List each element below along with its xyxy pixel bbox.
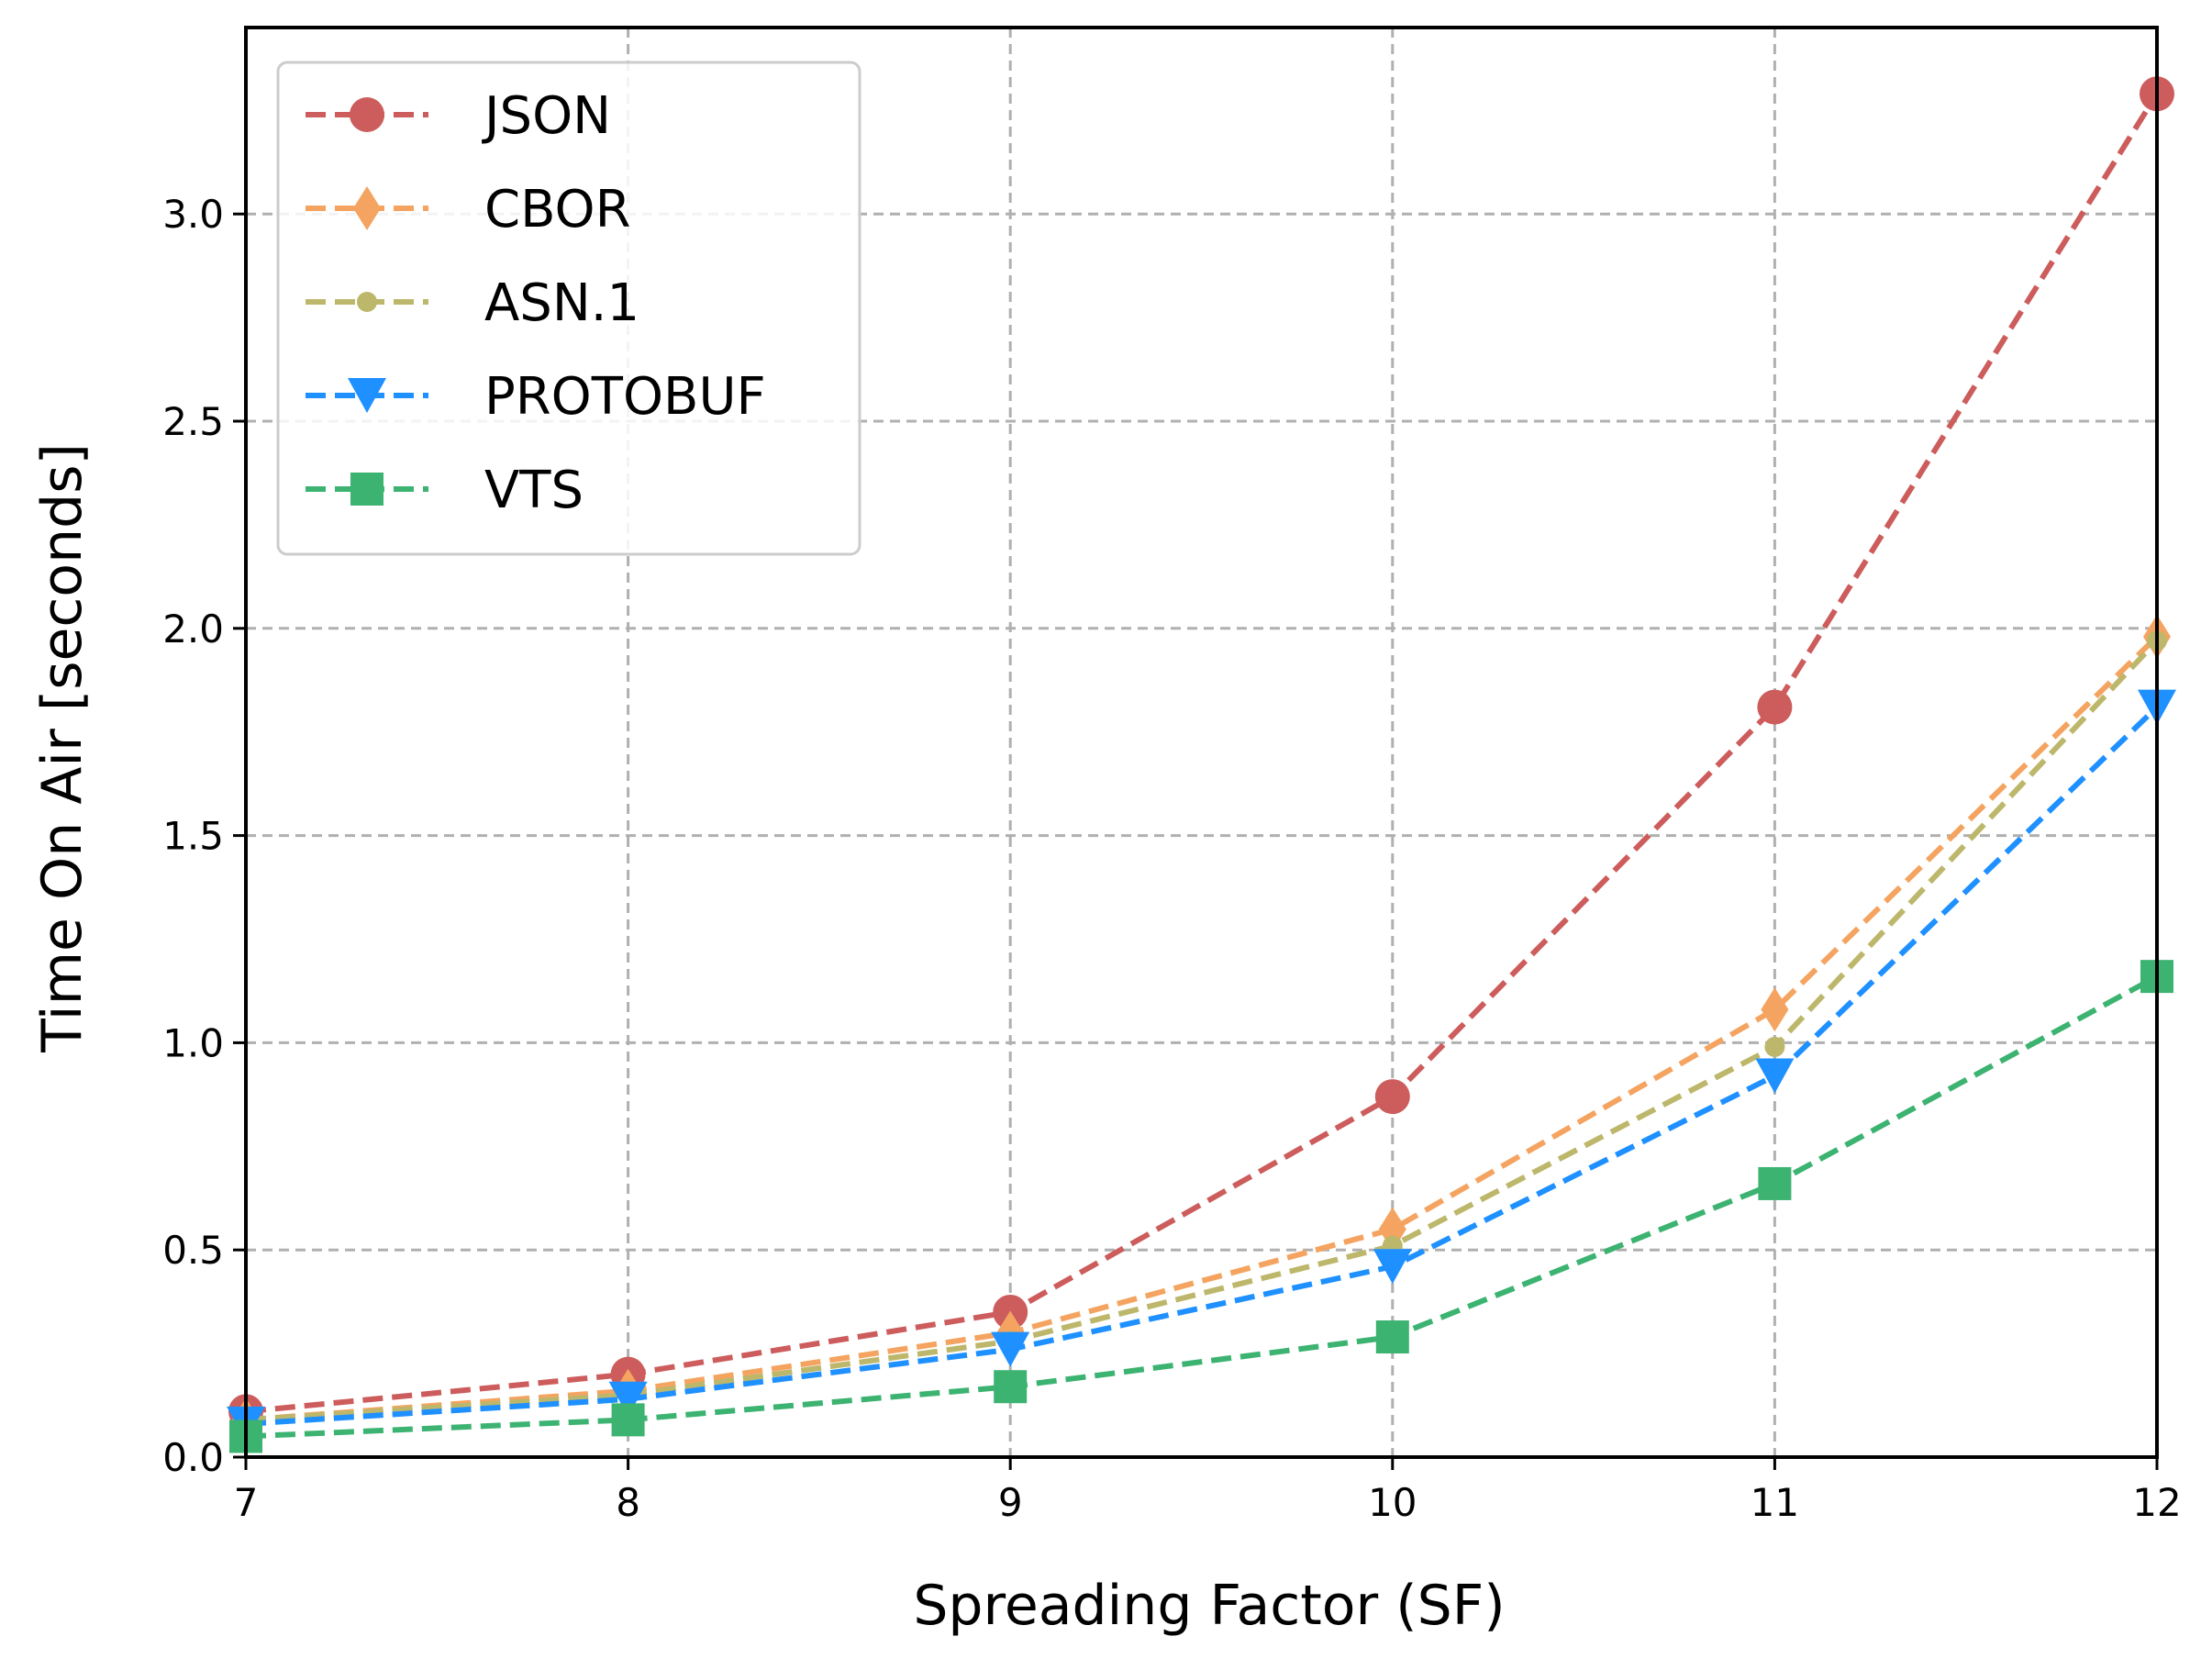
legend-box xyxy=(276,61,861,556)
x-tick-label: 9 xyxy=(998,1480,1023,1525)
legend-entry: JSON xyxy=(306,86,611,146)
legend-label: VTS xyxy=(484,461,584,520)
series-vts xyxy=(229,960,2173,1453)
legend-entry: PROTOBUF xyxy=(306,367,766,427)
series-line xyxy=(245,705,2160,1427)
legend-marker xyxy=(357,292,377,312)
y-tick-label: 0.0 xyxy=(162,1435,224,1480)
legend-label: PROTOBUF xyxy=(484,367,766,427)
legend-label: CBOR xyxy=(484,180,631,239)
data-point xyxy=(611,1403,645,1437)
data-point xyxy=(991,1331,1030,1367)
data-point xyxy=(994,1370,1028,1404)
data-point xyxy=(1764,1036,1785,1057)
y-tick-label: 2.0 xyxy=(162,607,224,651)
x-tick-label: 7 xyxy=(234,1480,259,1525)
legend-entry: CBOR xyxy=(306,180,631,239)
data-point xyxy=(1755,1058,1795,1094)
x-tick-label: 12 xyxy=(2132,1480,2181,1525)
legend-marker xyxy=(353,186,381,230)
data-point xyxy=(608,1381,648,1417)
data-point xyxy=(1373,1249,1412,1285)
data-point xyxy=(1761,987,1789,1032)
series-line xyxy=(245,974,2159,1440)
legend-label: ASN.1 xyxy=(484,273,639,333)
legend-marker xyxy=(350,97,384,132)
x-tick-label: 10 xyxy=(1368,1480,1417,1525)
legend: JSON CBOR ASN.1 PROTOBUF VTS xyxy=(276,61,861,556)
series-line xyxy=(245,639,2160,1423)
legend-entry: ASN.1 xyxy=(306,273,639,333)
data-point xyxy=(1375,1320,1409,1354)
x-axis-title: Spreading Factor (SF) xyxy=(913,1574,1505,1638)
data-point xyxy=(1758,1166,1792,1200)
x-tick-label: 11 xyxy=(1751,1480,1799,1525)
y-tick-label: 1.5 xyxy=(162,814,224,859)
legend-label: JSON xyxy=(482,86,611,146)
y-tick-label: 2.5 xyxy=(162,399,224,444)
x-tick-label: 8 xyxy=(616,1480,640,1525)
y-tick-label: 3.0 xyxy=(162,192,224,237)
y-tick-label: 1.0 xyxy=(162,1020,224,1065)
plot-frame xyxy=(244,26,2159,1459)
legend-marker xyxy=(350,473,383,506)
axis-ticks: 7 8 9 10 11 12 0.0 0.5 1.0 1.5 2.0 2.5 3.0 xyxy=(162,192,2182,1525)
data-point xyxy=(1757,689,1793,725)
legend-entry: VTS xyxy=(306,461,584,520)
y-tick-label: 0.5 xyxy=(162,1228,224,1273)
data-point xyxy=(1374,1079,1410,1115)
legend-marker xyxy=(348,378,386,413)
y-axis-title: Time On Air [seconds] xyxy=(30,443,94,1053)
